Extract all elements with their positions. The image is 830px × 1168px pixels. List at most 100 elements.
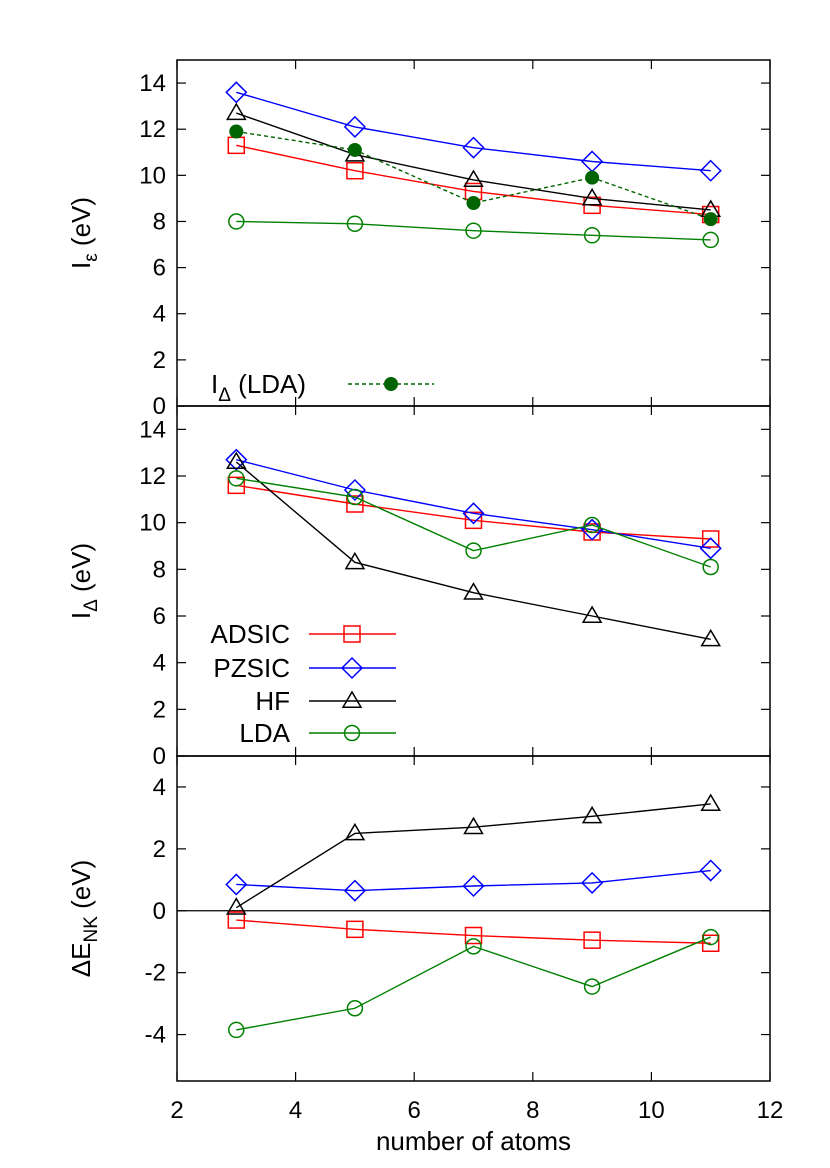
bottom-ytick-label: 4 [153, 774, 166, 801]
middle-y-axis-label: IΔ (eV) [66, 543, 102, 619]
middle-series-line-HF [235, 461, 711, 641]
middle-point-HF [581, 605, 603, 624]
top-point-LDA [228, 213, 245, 230]
middle-ytick-label: 12 [139, 463, 166, 490]
legend-label-PZSIC: PZSIC [213, 653, 290, 683]
bottom-point-ADSIC [583, 931, 601, 949]
bottom-point-ADSIC [464, 926, 483, 945]
top-ytick-label: 14 [139, 70, 166, 97]
top-legend-marker [384, 377, 398, 391]
top-ytick-label: 4 [153, 301, 166, 328]
top-point-I_delta_LDA [585, 170, 600, 185]
middle-point-HF [700, 628, 722, 647]
top-point-HF [581, 187, 603, 206]
bottom-point-LDA [583, 978, 601, 995]
legend-marker-PZSIC [340, 656, 364, 680]
bottom-point-HF [700, 793, 722, 812]
bottom-point-HF [344, 822, 366, 841]
bottom-point-LDA [228, 1021, 245, 1039]
bottom-ytick-label: -2 [145, 960, 166, 987]
middle-point-HF [225, 451, 247, 470]
middle-ytick-label: 6 [153, 603, 166, 630]
top-point-PZSIC [225, 81, 248, 104]
bottom-ytick-label: 0 [153, 898, 166, 925]
top-point-PZSIC [699, 159, 722, 182]
middle-point-LDA [702, 558, 719, 576]
middle-ytick-label: 14 [139, 416, 166, 443]
bottom-point-PZSIC [225, 873, 248, 896]
middle-ytick-label: 2 [153, 696, 166, 723]
middle-point-LDA [228, 470, 245, 487]
top-point-LDA [346, 215, 364, 233]
top-legend: IΔ (LDA) [211, 369, 434, 406]
xtick-label: 8 [526, 1097, 539, 1124]
legend-marker-ADSIC [343, 625, 361, 643]
bottom-point-HF [463, 816, 484, 835]
middle-point-ADSIC [227, 476, 246, 495]
top-series-line-PZSIC [236, 91, 711, 172]
bottom-series-line-HF [235, 803, 711, 909]
legend-label-LDA: LDA [239, 718, 290, 748]
bottom-ytick-label: -4 [145, 1022, 166, 1049]
top-ytick-label: 0 [153, 393, 166, 420]
top-point-I_delta_LDA [347, 142, 362, 157]
x-axis-label: number of atoms [376, 1126, 571, 1156]
legend-marker-LDA [343, 724, 361, 742]
bottom-point-ADSIC [227, 911, 246, 929]
bottom-series-line-PZSIC [236, 869, 711, 892]
panel-bottom: -4 -2 0 2 4 ΔENK (eV) 2 4 6 8 10 12 number of atoms [66, 755, 784, 1156]
xtick-label: 6 [408, 1097, 421, 1124]
bottom-point-LDA [702, 928, 719, 946]
bottom-point-LDA [346, 1000, 364, 1017]
middle-series-line-LDA [236, 477, 711, 568]
xtick-label: 2 [170, 1097, 183, 1124]
bottom-series-line-ADSIC [236, 919, 711, 944]
top-plot-frame [176, 59, 771, 407]
bottom-point-PZSIC [699, 859, 722, 882]
middle-series-line-PZSIC [236, 458, 711, 550]
middle-point-LDA [583, 516, 601, 534]
middle-ytick-label: 10 [139, 510, 166, 537]
xtick-label: 12 [757, 1097, 784, 1124]
top-point-PZSIC [462, 136, 485, 159]
xtick-label: 4 [289, 1097, 302, 1124]
top-point-PZSIC [343, 115, 366, 138]
bottom-point-LDA [465, 938, 482, 955]
bottom-point-HF [225, 897, 247, 915]
middle-point-PZSIC [699, 537, 722, 560]
bottom-y-axis-label: ΔENK (eV) [66, 860, 102, 977]
top-series-line-HF [236, 112, 711, 211]
bottom-plot-frame [176, 755, 771, 1082]
top-point-LDA [583, 227, 601, 244]
top-ytick-label: 8 [153, 208, 166, 235]
middle-point-LDA [346, 488, 364, 506]
middle-point-PZSIC [343, 478, 366, 502]
top-legend-label: IΔ (LDA) [211, 369, 306, 406]
top-ytick-label: 6 [153, 255, 166, 282]
bottom-series-line-LDA [236, 936, 711, 1031]
middle-point-ADSIC [464, 511, 483, 530]
bottom-point-ADSIC [701, 934, 720, 953]
xtick-label: 10 [638, 1097, 665, 1124]
top-series-line-I_delta_LDA [236, 130, 711, 220]
legend-marker-HF [341, 690, 363, 709]
top-point-I_delta_LDA [229, 124, 244, 139]
middle-ytick-label: 8 [153, 556, 166, 583]
panel-top: 0 2 4 6 8 10 12 14 Iε (eV) IΔ (LDA) [66, 59, 771, 420]
middle-point-ADSIC [346, 495, 364, 513]
bottom-point-PZSIC [581, 871, 604, 894]
top-point-LDA [465, 222, 482, 239]
middle-series-line-ADSIC [236, 484, 711, 540]
top-point-ADSIC [346, 161, 364, 180]
top-ytick-label: 10 [139, 162, 166, 189]
top-point-HF [225, 102, 247, 121]
top-ytick-label: 12 [139, 116, 166, 143]
bottom-point-ADSIC [346, 920, 364, 939]
top-y-axis-label: Iε (eV) [66, 197, 102, 269]
bottom-point-PZSIC [462, 874, 485, 898]
bottom-ytick-label: 2 [153, 836, 166, 863]
